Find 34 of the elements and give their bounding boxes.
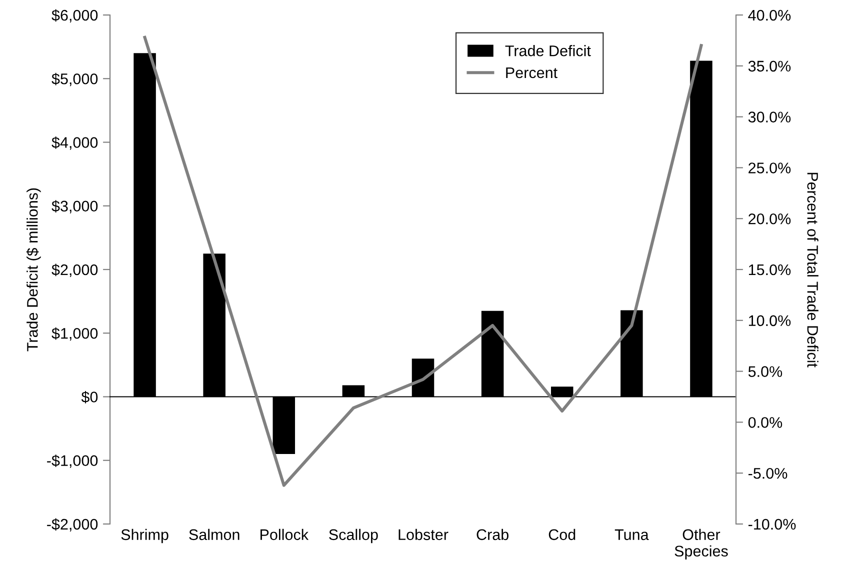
y-tick-label: $2,000 — [52, 264, 98, 277]
y2-tick-label: 0.0% — [748, 417, 782, 428]
x-tick-label: Shrimp — [121, 528, 168, 544]
y-axis-title: Trade Deficit ($ millions) — [26, 188, 41, 352]
y2-tick-label: 30.0% — [748, 112, 791, 122]
x-tick-label: Lobster — [398, 528, 448, 540]
y2-tick-label: -5.0% — [748, 468, 788, 479]
x-tick-label: Cod — [548, 528, 576, 540]
y2-tick-label: 5.0% — [748, 366, 782, 377]
y-tick-label: -$1,000 — [47, 454, 98, 468]
legend-label: Trade Deficit — [505, 45, 591, 56]
x-tick-label: Salmon — [189, 528, 240, 540]
y-tick-label: $0 — [81, 390, 98, 404]
y-tick-label: $5,000 — [52, 72, 98, 86]
x-tick-label: Tuna — [614, 529, 649, 540]
y-tick-label: $4,000 — [52, 136, 98, 150]
y-tick-label: -$2,000 — [47, 518, 98, 532]
x-tick-label: Crab — [476, 528, 508, 540]
y2-axis-title: Percent of Total Trade Deficit — [807, 172, 818, 368]
legend-label: Percent — [506, 67, 558, 78]
y2-tick-label: 10.0% — [748, 315, 791, 326]
y2-tick-label: 35.0% — [748, 60, 791, 72]
y2-tick-label: 15.0% — [748, 264, 791, 276]
y2-tick-label: -10.0% — [748, 518, 796, 530]
y2-tick-label: 20.0% — [748, 213, 791, 224]
y2-tick-label: 25.0% — [748, 162, 791, 174]
y-tick-label: $3,000 — [52, 200, 98, 214]
x-tick-label: Pollock — [260, 528, 309, 540]
y-tick-label: $6,000 — [52, 9, 98, 22]
line-series — [143, 36, 703, 487]
y2-tick-label: 40.0% — [748, 10, 791, 21]
x-tick-label: Scallop — [329, 528, 378, 544]
x-tick-label: Other Species — [674, 528, 728, 560]
y-tick-label: $1,000 — [52, 327, 98, 341]
